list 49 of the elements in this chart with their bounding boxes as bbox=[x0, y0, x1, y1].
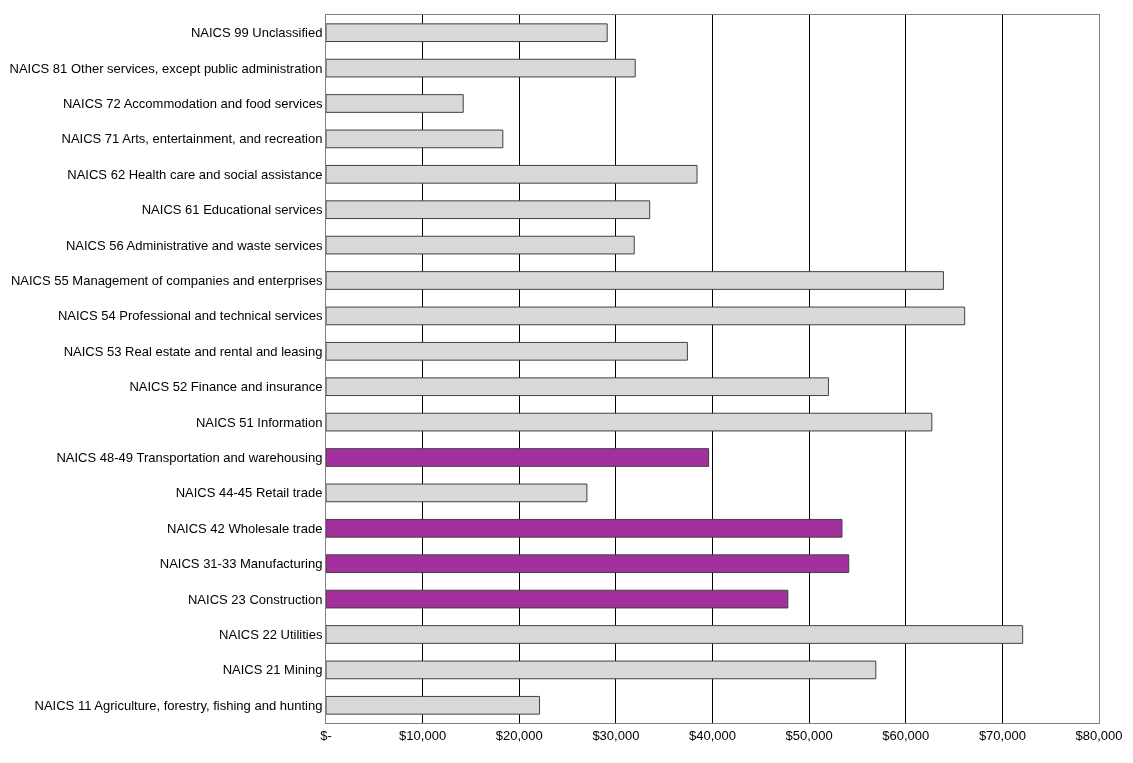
x-tick-label: $80,000 bbox=[1075, 727, 1123, 743]
y-tick-label: NAICS 62 Health care and social assistance bbox=[67, 166, 323, 182]
y-tick-label: NAICS 21 Mining bbox=[222, 662, 323, 678]
bar bbox=[326, 341, 688, 361]
x-tick-label: $60,000 bbox=[882, 727, 930, 743]
y-tick-label: NAICS 31-33 Manufacturing bbox=[159, 556, 323, 572]
bar bbox=[326, 660, 877, 680]
bar bbox=[326, 23, 608, 43]
bar bbox=[326, 695, 541, 715]
bar bbox=[326, 129, 504, 149]
y-tick-label: NAICS 54 Professional and technical services bbox=[57, 308, 323, 324]
bar bbox=[326, 235, 635, 255]
y-tick-label: NAICS 11 Agriculture, forestry, fishing and hunting bbox=[34, 697, 323, 713]
bar bbox=[326, 94, 464, 113]
x-tick-label: $20,000 bbox=[495, 727, 543, 743]
y-tick-label: NAICS 99 Unclassified bbox=[190, 25, 323, 41]
bar bbox=[326, 554, 850, 574]
x-tick-label: $40,000 bbox=[689, 727, 736, 743]
y-tick-label: NAICS 71 Arts, entertainment, and recreation bbox=[61, 131, 323, 147]
y-tick-label: NAICS 44-45 Retail trade bbox=[175, 485, 323, 501]
x-tick-label: $50,000 bbox=[785, 727, 833, 743]
bar bbox=[326, 164, 698, 184]
x-tick-label: $30,000 bbox=[592, 727, 640, 743]
y-tick-label: NAICS 61 Educational services bbox=[141, 202, 323, 218]
bar bbox=[326, 412, 933, 432]
y-tick-label: NAICS 48-49 Transportation and warehousing bbox=[56, 450, 323, 466]
bar bbox=[326, 306, 966, 326]
bar bbox=[326, 377, 829, 397]
y-tick-label: NAICS 72 Accommodation and food services bbox=[62, 96, 323, 112]
y-tick-label: NAICS 42 Wholesale trade bbox=[167, 520, 323, 536]
x-tick-label: $70,000 bbox=[978, 727, 1026, 743]
y-tick-label: NAICS 56 Administrative and waste services bbox=[65, 237, 323, 253]
x-tick-label: $- bbox=[320, 727, 332, 743]
bar bbox=[326, 200, 651, 220]
bar bbox=[326, 589, 789, 609]
y-tick-label: NAICS 23 Construction bbox=[187, 591, 323, 607]
y-tick-label: NAICS 53 Real estate and rental and leasing bbox=[63, 343, 323, 359]
bar bbox=[326, 483, 588, 503]
y-tick-label: NAICS 22 Utilities bbox=[219, 627, 323, 643]
bar bbox=[326, 518, 843, 538]
x-tick-label: $10,000 bbox=[399, 727, 447, 743]
y-tick-label: NAICS 52 Finance and insurance bbox=[129, 379, 323, 395]
y-tick-label: NAICS 51 Information bbox=[195, 414, 323, 430]
y-tick-label: NAICS 81 Other services, except public administration bbox=[9, 60, 323, 76]
bar bbox=[326, 448, 710, 467]
bar bbox=[326, 58, 636, 78]
bar bbox=[326, 625, 1024, 644]
y-tick-label: NAICS 55 Management of companies and enterprises bbox=[10, 273, 323, 289]
bar bbox=[326, 271, 944, 290]
